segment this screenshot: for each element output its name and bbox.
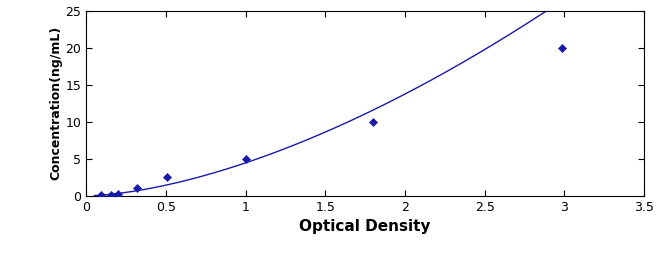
Y-axis label: Concentration(ng/mL): Concentration(ng/mL) bbox=[50, 26, 63, 181]
X-axis label: Optical Density: Optical Density bbox=[299, 219, 431, 234]
